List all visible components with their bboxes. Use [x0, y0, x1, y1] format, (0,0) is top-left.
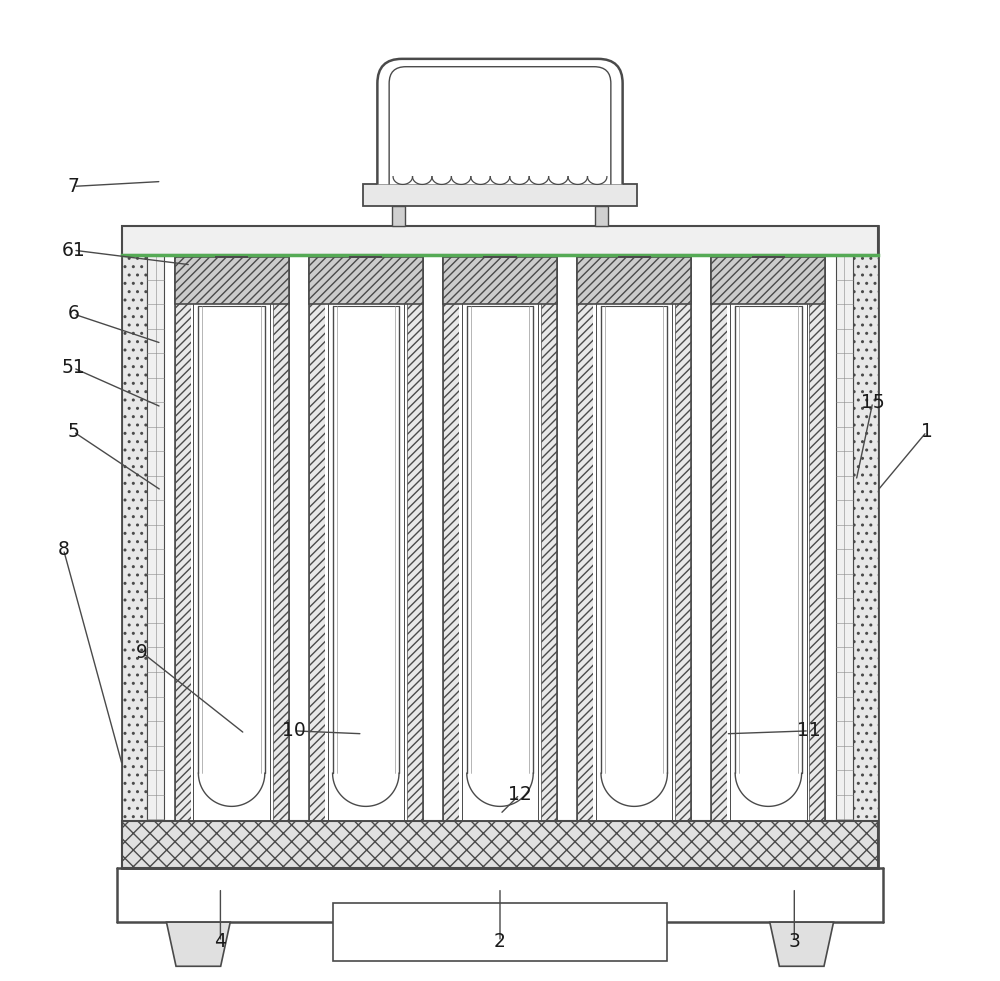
- Text: 11: 11: [797, 721, 821, 741]
- Bar: [459, 304, 541, 821]
- Text: 15: 15: [861, 392, 885, 412]
- Bar: [333, 903, 667, 961]
- Bar: [541, 257, 557, 821]
- Bar: [122, 226, 878, 868]
- Text: 6: 6: [67, 304, 79, 324]
- Bar: [595, 206, 608, 226]
- Bar: [443, 257, 557, 304]
- Text: 9: 9: [136, 643, 148, 662]
- Bar: [711, 257, 825, 821]
- Text: 12: 12: [508, 785, 531, 804]
- Text: 7: 7: [67, 177, 79, 196]
- Text: 51: 51: [61, 358, 85, 378]
- Bar: [577, 257, 691, 304]
- Bar: [407, 257, 423, 821]
- Bar: [577, 257, 593, 821]
- Bar: [175, 257, 289, 821]
- Bar: [147, 255, 164, 868]
- Bar: [593, 304, 675, 821]
- Bar: [122, 255, 147, 868]
- Bar: [122, 821, 878, 868]
- Text: 4: 4: [214, 932, 226, 952]
- Bar: [443, 257, 459, 821]
- Bar: [333, 306, 399, 806]
- Bar: [325, 304, 407, 821]
- Polygon shape: [166, 922, 230, 966]
- Bar: [191, 304, 273, 821]
- Text: 5: 5: [67, 422, 79, 441]
- Text: 3: 3: [788, 932, 800, 952]
- Bar: [273, 257, 289, 821]
- Bar: [711, 257, 825, 304]
- Bar: [711, 257, 727, 821]
- Bar: [309, 257, 325, 821]
- Bar: [443, 257, 557, 821]
- Bar: [309, 257, 423, 821]
- Bar: [735, 306, 802, 806]
- Bar: [309, 257, 423, 304]
- Bar: [122, 226, 878, 255]
- Text: 8: 8: [58, 540, 69, 559]
- Bar: [853, 255, 878, 868]
- Text: 1: 1: [921, 422, 933, 441]
- Bar: [175, 257, 191, 821]
- Text: 10: 10: [282, 721, 306, 741]
- Bar: [601, 306, 667, 806]
- Bar: [363, 184, 637, 206]
- Bar: [198, 306, 265, 806]
- Text: 61: 61: [61, 240, 85, 260]
- Text: 2: 2: [494, 932, 506, 952]
- Bar: [675, 257, 691, 821]
- Bar: [467, 306, 533, 806]
- Bar: [836, 255, 853, 868]
- Bar: [809, 257, 825, 821]
- PathPatch shape: [377, 59, 623, 184]
- Bar: [727, 304, 809, 821]
- Bar: [392, 206, 405, 226]
- Bar: [175, 257, 289, 304]
- Bar: [577, 257, 691, 821]
- Polygon shape: [770, 922, 834, 966]
